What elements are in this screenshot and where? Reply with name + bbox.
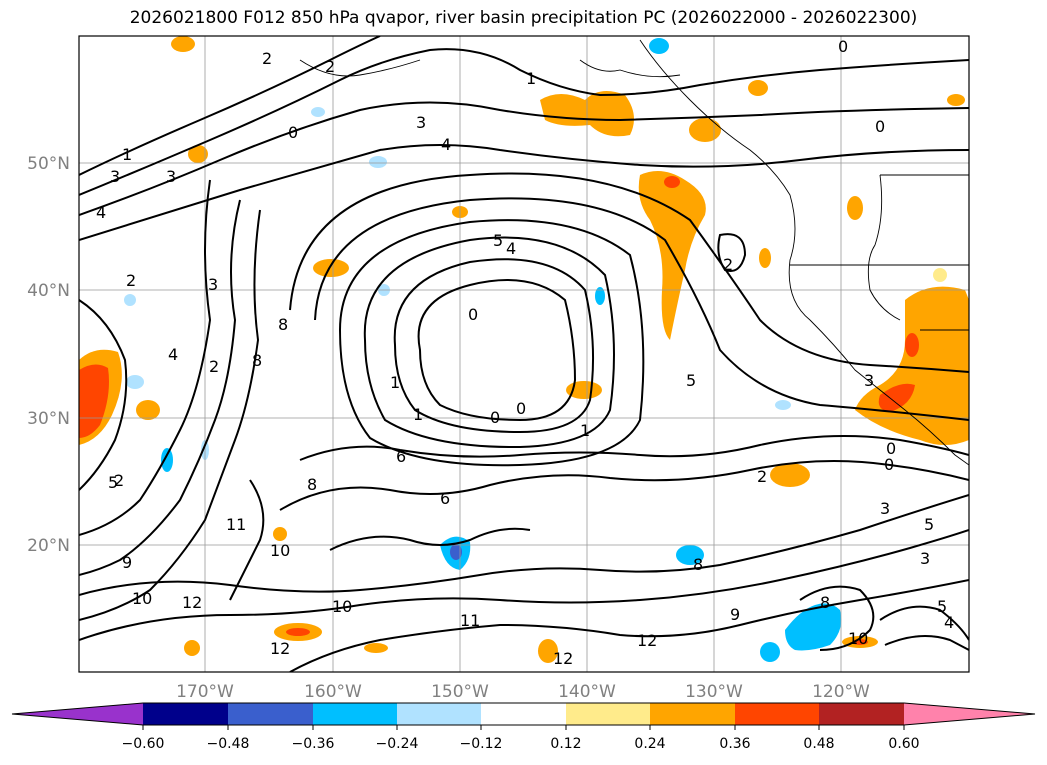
contour-label: 11 xyxy=(460,611,480,630)
contour-label: 3 xyxy=(416,113,426,132)
contour-label: 4 xyxy=(96,203,106,222)
lon-label-120w: 120°W xyxy=(812,682,870,702)
contour-label: 0 xyxy=(288,123,298,142)
contour-label: 1 xyxy=(580,421,590,440)
lon-label-150w: 150°W xyxy=(431,682,489,702)
colorbar-min-extension xyxy=(12,703,143,725)
contour-label: 2 xyxy=(757,467,767,486)
contour-label: 8 xyxy=(820,593,830,612)
contour-label: 5 xyxy=(493,231,503,250)
lon-label-170w: 170°W xyxy=(176,682,234,702)
map-title: 2026021800 F012 850 hPa qvapor, river ba… xyxy=(129,8,918,28)
contour-label: 3 xyxy=(864,371,874,390)
colorbar-tick: −0.12 xyxy=(460,736,503,752)
contour-label: 0 xyxy=(875,117,885,136)
contour-label: 9 xyxy=(730,605,740,624)
contour-label: 5 xyxy=(686,371,696,390)
colorbar-tick: −0.48 xyxy=(207,736,250,752)
contour-label: 0 xyxy=(468,305,478,324)
lat-label-20n: 20°N xyxy=(27,536,70,556)
contour-label: 10 xyxy=(332,597,352,616)
colorbar-segment xyxy=(397,703,481,725)
contour-label: 2 xyxy=(325,57,335,76)
contour-label: 11 xyxy=(226,515,246,534)
colorbar-tick: −0.60 xyxy=(122,736,165,752)
colorbar-segment xyxy=(228,703,313,725)
contour-labels: 2 2 1 3 3 0 4 3 4 2 3 5 4 2 8 2 8 1 0 0 … xyxy=(96,37,954,668)
contour-label: 2 xyxy=(723,255,733,274)
colorbar-tick: 0.24 xyxy=(634,736,665,752)
lon-label-140w: 140°W xyxy=(558,682,616,702)
contour-label: 3 xyxy=(110,167,120,186)
colorbar-segment xyxy=(313,703,397,725)
contour-label: 1 xyxy=(526,69,536,88)
contour-label: 0 xyxy=(838,37,848,56)
contour-label: 10 xyxy=(132,589,152,608)
contour-label: 8 xyxy=(252,351,262,370)
contour-label: 2 xyxy=(126,271,136,290)
contour-label: 2 xyxy=(262,49,272,68)
contour-label: 4 xyxy=(506,239,516,258)
lat-label-50n: 50°N xyxy=(27,154,70,174)
contour-label: 10 xyxy=(270,541,290,560)
colorbar-segment xyxy=(481,703,566,725)
contour-label: 0 xyxy=(490,408,500,427)
contour-label: 4 xyxy=(441,135,451,154)
contour-label: 8 xyxy=(278,315,288,334)
contour-label: 3 xyxy=(880,499,890,518)
colorbar-segment xyxy=(143,703,228,725)
latitude-labels: 50°N 40°N 30°N 20°N xyxy=(27,154,70,556)
colorbar-tick: 0.48 xyxy=(803,736,834,752)
contour-label: 12 xyxy=(553,649,573,668)
graticule xyxy=(79,36,969,672)
lat-label-40n: 40°N xyxy=(27,281,70,301)
lat-label-30n: 30°N xyxy=(27,409,70,429)
lon-label-160w: 160°W xyxy=(304,682,362,702)
contour-label: 9 xyxy=(122,553,132,572)
colorbar-tick: 0.36 xyxy=(719,736,750,752)
colorbar-segment xyxy=(650,703,735,725)
contour-label: 0 xyxy=(516,399,526,418)
longitude-labels: 170°W 160°W 150°W 140°W 130°W 120°W xyxy=(176,682,870,702)
contour-label: 12 xyxy=(182,593,202,612)
colorbar-max-extension xyxy=(904,703,1035,725)
contour-label: 3 xyxy=(166,167,176,186)
colorbar-tick: 0.60 xyxy=(888,736,919,752)
contour-label: 0 xyxy=(886,439,896,458)
contour-label: 4 xyxy=(944,613,954,632)
colorbar: −0.60 −0.48 −0.36 −0.24 −0.12 0.12 0.24 … xyxy=(11,702,1036,752)
contour-label: 0 xyxy=(884,455,894,474)
map-frame xyxy=(78,35,970,673)
contour-label: 5 xyxy=(924,515,934,534)
colorbar-tick: 0.12 xyxy=(550,736,581,752)
contour-label: 6 xyxy=(440,489,450,508)
contour-label: 4 xyxy=(168,345,178,364)
map-panel: 2 2 1 3 3 0 4 3 4 2 3 5 4 2 8 2 8 1 0 0 … xyxy=(79,36,969,672)
contour-label: 12 xyxy=(637,631,657,650)
colorbar-tick: −0.24 xyxy=(376,736,419,752)
colorbar-segment xyxy=(819,703,904,725)
contour-label: 8 xyxy=(693,555,703,574)
contour-label: 5 xyxy=(937,597,947,616)
contour-label: 1 xyxy=(413,405,423,424)
colorbar-tick: −0.36 xyxy=(292,736,335,752)
contour-label: 5 xyxy=(108,473,118,492)
contour-label: 3 xyxy=(920,549,930,568)
contour-label: 12 xyxy=(270,639,290,658)
contour-label: 6 xyxy=(396,447,406,466)
contour-label: 8 xyxy=(307,475,317,494)
contour-label: 1 xyxy=(122,145,132,164)
colorbar-segment xyxy=(735,703,819,725)
contour-label: 1 xyxy=(390,373,400,392)
qvapor-contours xyxy=(79,36,969,672)
contour-label: 3 xyxy=(208,275,218,294)
contour-label: 2 xyxy=(209,357,219,376)
colorbar-segment xyxy=(566,703,650,725)
contour-label: 2 xyxy=(114,471,124,490)
lon-label-130w: 130°W xyxy=(685,682,743,702)
contour-label: 10 xyxy=(848,629,868,648)
